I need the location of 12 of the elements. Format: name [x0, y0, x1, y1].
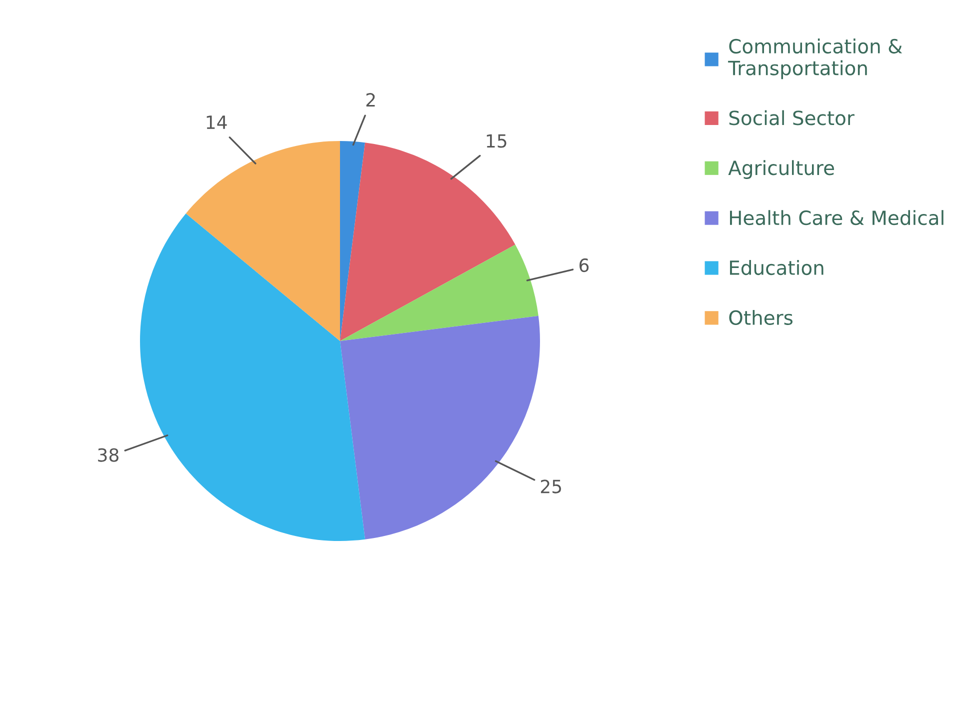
data-label: 14 [206, 116, 227, 129]
legend-label: Health Care & Medical [730, 210, 944, 226]
data-label: 38 [98, 448, 118, 462]
legend-label: Others [729, 310, 793, 326]
data-label: 15 [486, 134, 506, 148]
data-label: 2 [366, 93, 375, 106]
legend-label: Agriculture [728, 160, 834, 179]
legend-label: Communication & Transportation [728, 38, 902, 80]
data-label: 25 [540, 480, 562, 494]
legend-label: Social Sector [729, 110, 854, 126]
data-label: 6 [580, 258, 589, 272]
legend-label: Education [730, 260, 824, 276]
